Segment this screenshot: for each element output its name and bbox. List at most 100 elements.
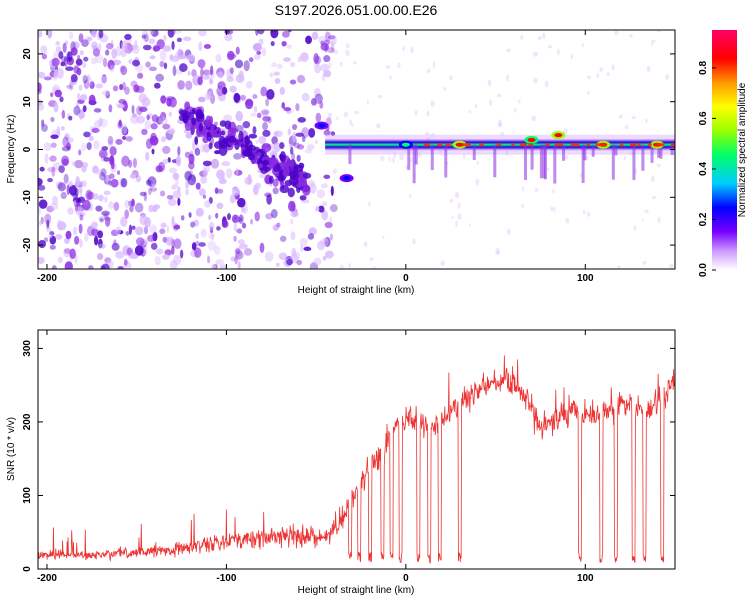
spectrogram-cell (256, 152, 262, 158)
spectrogram-cell (139, 214, 148, 226)
spectrogram-cell (237, 261, 241, 269)
spectrogram-cell (43, 142, 52, 152)
spectrogram-cell (565, 218, 570, 224)
spectrogram-cell (286, 44, 292, 49)
spectrogram-cell (54, 89, 62, 98)
spectrogram-cell (476, 161, 480, 165)
spectrogram-cell (203, 168, 208, 177)
spectrogram-cell (194, 147, 201, 156)
band-peak-streak (603, 143, 607, 147)
band-peak-streak (555, 143, 563, 147)
spectrogram-cell (215, 88, 221, 96)
y-tick-label: 20 (22, 48, 33, 60)
colorbar: 0.0 0.2 0.4 0.6 0.8 Normalized spectral ampl… (698, 30, 748, 277)
y-tick-label: -20 (22, 237, 33, 252)
spectrogram-cell (161, 254, 170, 260)
band-spike (524, 144, 528, 180)
spectrogram-cell (49, 202, 59, 211)
spectrogram-cell (281, 30, 290, 38)
spectrogram-cell (644, 209, 649, 214)
spectrogram-cell (72, 41, 80, 49)
spectrogram-cell (80, 180, 88, 188)
spectrogram-cell (301, 135, 306, 143)
spectrogram-cell (266, 89, 275, 100)
spectrogram-cell (153, 204, 161, 210)
spectrogram-cell (217, 71, 224, 79)
spectrogram-cell (304, 148, 313, 154)
spectrogram-cell (68, 31, 74, 40)
spectrogram-cell (99, 172, 106, 181)
spectrogram-cell (313, 52, 319, 64)
spectrogram-cell (151, 148, 155, 155)
spectrogram-cell (63, 173, 69, 184)
spectrogram-cell (258, 38, 264, 46)
spectrogram-cell (86, 142, 92, 151)
spectrogram-cell (198, 122, 203, 132)
spectrogram-cell (54, 234, 63, 240)
spectrogram-cell (233, 222, 238, 232)
spectrogram-cell (141, 30, 149, 41)
spectrogram-cell (159, 50, 167, 61)
spectrogram-cell (288, 200, 296, 212)
spectrogram-cell (324, 250, 334, 259)
spectrogram-cell (235, 248, 241, 255)
spectrogram-cell (262, 116, 271, 122)
spectrogram-cell (47, 178, 53, 183)
spectrogram-cell (257, 30, 265, 35)
spectrogram-cell (332, 168, 338, 175)
spectrogram-cell (130, 114, 140, 124)
spectrogram-cell (160, 222, 167, 228)
spectrogram-x-label: Height of straight line (km) (298, 285, 415, 296)
spectrogram-cell (246, 80, 253, 89)
spectrogram-cell (224, 30, 230, 35)
spectrogram-cell (206, 131, 212, 142)
spectrogram-cell (235, 168, 239, 175)
spectrogram-cell (606, 72, 610, 76)
spectrogram-cell (51, 57, 60, 67)
spectrogram-cell (195, 232, 199, 240)
spectrogram-cell (426, 110, 430, 117)
spectrogram-cell (256, 50, 262, 55)
spectrogram-cell (216, 226, 221, 231)
spectrogram-cell (178, 54, 188, 60)
colorbar-tick-label: 0.2 (698, 212, 709, 226)
spectrogram-cell (581, 43, 584, 48)
spectrogram-cell (611, 64, 615, 71)
spectrogram-cell (107, 135, 114, 145)
spectrogram-cell (182, 112, 189, 124)
spectrogram-cell (80, 142, 87, 152)
spectrogram-cell (345, 43, 350, 49)
band-spike (614, 144, 618, 156)
spectrogram-cell (646, 65, 651, 72)
spectrogram-cell (112, 59, 122, 66)
spectrogram-cell (299, 177, 308, 188)
spectrogram-cell (281, 41, 287, 47)
spectrogram-cell (145, 138, 153, 150)
spectrogram-cell (205, 92, 212, 101)
spectrogram-cell (261, 47, 267, 57)
spectrogram-cell (318, 205, 325, 213)
band-peak-streak (446, 143, 451, 147)
spectrogram-cell (103, 212, 109, 219)
spectrogram-cell (78, 184, 83, 194)
spectrogram-cell (121, 40, 128, 52)
spectrogram-cell (75, 101, 80, 108)
spectrogram-cell (82, 105, 87, 113)
spectrogram-cell (38, 257, 45, 264)
spectrogram-cell (160, 111, 167, 121)
spectrogram-noise (38, 30, 674, 269)
snr-series-line (38, 355, 675, 564)
spectrogram-cell (336, 116, 339, 121)
spectrogram-cell (58, 165, 65, 174)
spectrogram-cell (268, 175, 274, 184)
spectrogram-cell (123, 258, 128, 266)
spectrogram-cell (451, 215, 454, 220)
y-tick-label: 10 (22, 96, 33, 108)
spectrogram-cell (162, 236, 168, 243)
spectrogram-cell (38, 184, 46, 191)
spectrogram-cell (169, 167, 177, 174)
spectrogram-cell (292, 165, 298, 177)
spectrogram-cell (71, 161, 76, 166)
spectrogram-cell (226, 213, 231, 221)
spectrogram-cell (173, 224, 181, 230)
